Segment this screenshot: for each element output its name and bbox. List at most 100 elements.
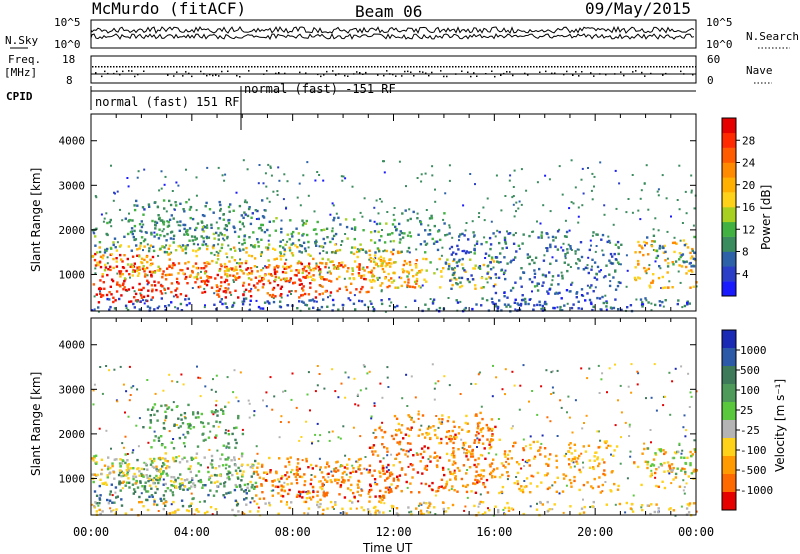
data-cell <box>382 257 385 260</box>
data-cell <box>676 302 679 306</box>
nave-point <box>128 70 130 72</box>
data-cell <box>564 474 568 478</box>
data-cell <box>423 278 426 281</box>
data-cell <box>163 207 166 210</box>
noise-cell <box>178 455 181 458</box>
data-cell <box>167 287 170 290</box>
data-cell <box>420 512 423 515</box>
data-cell <box>556 248 560 251</box>
data-cell <box>496 307 500 310</box>
data-cell <box>236 472 239 475</box>
data-cell <box>303 265 306 269</box>
data-cell <box>325 227 329 230</box>
data-cell <box>191 478 194 482</box>
data-cell <box>659 450 663 453</box>
data-cell <box>228 210 231 213</box>
noise-cell <box>519 384 522 387</box>
data-cell <box>506 453 510 456</box>
data-cell <box>491 301 494 304</box>
data-cell <box>426 433 429 436</box>
noise-cell <box>357 404 360 407</box>
data-cell <box>253 265 257 268</box>
data-cell <box>409 263 412 267</box>
data-cell <box>298 475 302 478</box>
data-cell <box>301 300 304 303</box>
data-cell <box>445 480 449 483</box>
data-cell <box>686 456 689 459</box>
data-cell <box>673 241 676 244</box>
data-cell <box>172 241 175 244</box>
data-cell <box>256 209 259 213</box>
noise-cell <box>139 292 142 295</box>
data-cell <box>503 303 507 306</box>
data-cell <box>329 272 332 275</box>
data-cell <box>324 466 327 469</box>
noise-cell <box>440 254 443 257</box>
data-cell <box>188 302 191 305</box>
data-cell <box>671 241 675 245</box>
data-cell <box>253 257 257 260</box>
data-cell <box>617 281 621 284</box>
data-cell <box>633 276 637 280</box>
data-cell <box>168 265 171 268</box>
freq-point <box>632 66 634 68</box>
nave-point <box>200 70 202 73</box>
data-cell <box>171 266 174 270</box>
data-cell <box>547 457 551 461</box>
freq-point <box>92 66 94 68</box>
data-cell <box>153 308 156 311</box>
data-cell <box>295 465 299 469</box>
data-cell <box>138 247 141 250</box>
noise-cell <box>562 242 565 245</box>
noise-cell <box>217 425 220 428</box>
data-cell <box>663 452 666 456</box>
noise-cell <box>427 425 430 428</box>
data-cell <box>161 276 164 279</box>
data-cell <box>326 480 329 483</box>
data-cell <box>357 479 360 483</box>
data-cell <box>473 439 477 442</box>
data-cell <box>143 267 147 271</box>
data-cell <box>174 478 177 482</box>
data-cell <box>524 302 527 306</box>
data-cell <box>145 474 148 477</box>
data-cell <box>148 477 151 481</box>
noise-cell <box>177 224 180 227</box>
data-cell <box>209 489 212 492</box>
data-cell <box>477 425 480 428</box>
data-cell <box>138 470 141 473</box>
data-cell <box>440 485 443 488</box>
noise-cell <box>424 172 427 175</box>
data-cell <box>136 300 139 303</box>
freq-point <box>470 66 472 68</box>
data-cell <box>119 270 123 273</box>
data-cell <box>390 473 394 476</box>
data-cell <box>683 467 686 471</box>
noise-cell <box>147 441 150 444</box>
noise-cell <box>662 404 665 407</box>
data-cell <box>580 288 584 291</box>
data-cell <box>301 234 304 237</box>
data-cell <box>596 265 600 269</box>
data-cell <box>536 485 539 488</box>
data-cell <box>335 461 338 464</box>
data-cell <box>223 280 226 284</box>
data-cell <box>143 245 146 248</box>
data-cell <box>423 436 427 439</box>
freq-point <box>377 66 379 68</box>
noise-cell <box>126 177 129 179</box>
data-cell <box>362 274 366 277</box>
data-cell <box>132 302 135 306</box>
data-cell <box>243 211 246 214</box>
data-cell <box>142 426 145 429</box>
data-cell <box>162 426 166 430</box>
noise-cell <box>93 383 96 386</box>
data-cell <box>554 292 557 295</box>
data-cell <box>368 471 371 474</box>
data-cell <box>323 495 326 498</box>
noise-cell <box>587 256 590 259</box>
data-cell <box>101 275 104 278</box>
data-cell <box>690 265 693 268</box>
data-cell <box>349 471 352 475</box>
